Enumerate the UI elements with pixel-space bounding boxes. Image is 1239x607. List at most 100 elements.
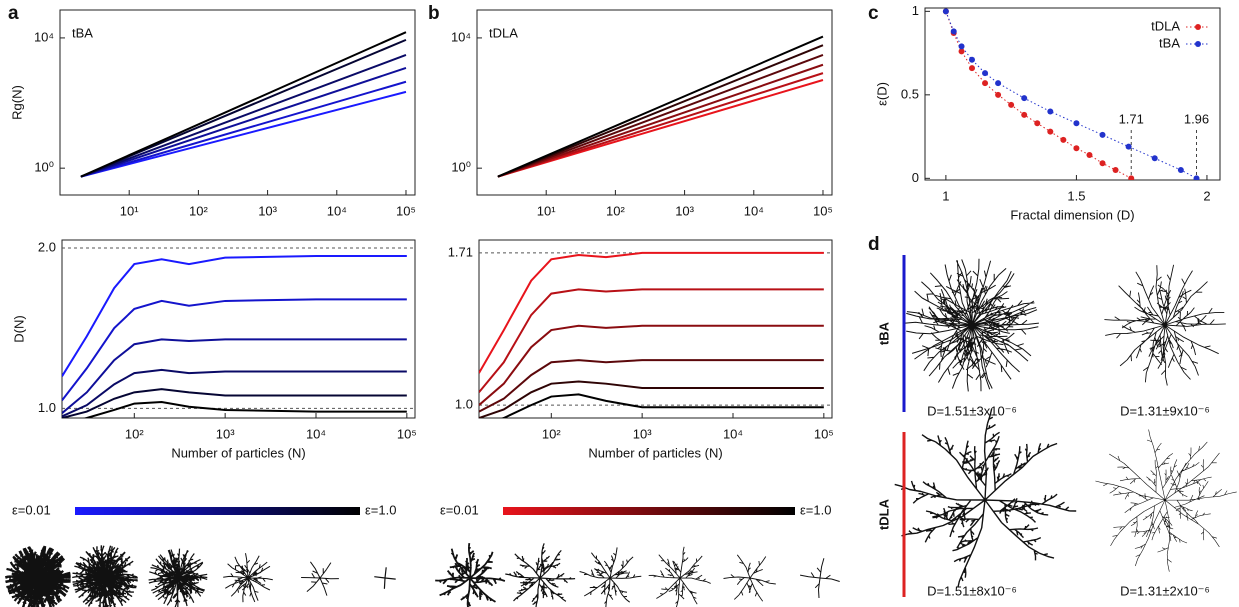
data-point (1112, 166, 1119, 173)
fractal-image (223, 553, 273, 603)
x-tick-label: 10⁴ (723, 426, 743, 441)
data-point (1047, 128, 1054, 135)
series-group (942, 8, 1200, 180)
plot-frame (476, 9, 833, 196)
colorbar-label: ε=1.0 (800, 502, 831, 517)
y-tick-label: 10⁰ (451, 160, 471, 175)
x-tick-label: 10⁴ (744, 203, 764, 218)
series-line (500, 393, 824, 418)
y-tick-label: 10⁰ (34, 160, 54, 175)
fractal-image (723, 554, 776, 602)
colorbar (75, 507, 360, 515)
reference-label: 1.71 (1119, 111, 1144, 126)
data-point (1008, 101, 1015, 108)
data-point (958, 43, 965, 50)
y-tick-label: 0.5 (901, 86, 919, 101)
y-tick-label: 2.0 (38, 239, 56, 254)
x-tick-label: 10² (189, 203, 208, 218)
series-line (80, 90, 407, 178)
fractal-image (1095, 429, 1237, 572)
fractal-image (72, 545, 138, 607)
caption: D=1.51±3x10⁻⁶ (927, 403, 1017, 418)
y-tick-label: 10⁴ (451, 29, 471, 44)
fractal-image (1104, 264, 1226, 386)
caption: D=1.51±8x10⁻⁶ (927, 583, 1017, 598)
row-label: tBA (876, 321, 891, 345)
data-point (1151, 155, 1158, 162)
caption: D=1.31±2x10⁻⁶ (1120, 583, 1210, 598)
x-tick-label: 10² (542, 426, 561, 441)
x-tick-label: 10¹ (537, 203, 556, 218)
data-point (1021, 111, 1028, 118)
series-group (80, 31, 407, 178)
series-line (479, 324, 824, 406)
reference-label: 1.96 (1184, 111, 1209, 126)
data-point (1034, 120, 1041, 127)
series-line (497, 54, 824, 178)
data-point (982, 70, 989, 77)
series-line (479, 380, 824, 418)
x-tick-label: 10⁵ (813, 203, 833, 218)
series-line (479, 288, 824, 393)
data-point (995, 91, 1002, 98)
x-axis-label: Number of particles (N) (588, 445, 722, 460)
series-line (62, 338, 407, 414)
data-point (1047, 108, 1054, 115)
x-tick-label: 10³ (258, 203, 277, 218)
series-line (479, 251, 824, 374)
series-line (497, 79, 824, 178)
data-point (968, 65, 975, 72)
colorbar-label: ε=0.01 (12, 502, 51, 517)
series-line (80, 66, 407, 178)
y-tick-label: 1.0 (455, 397, 473, 412)
y-axis-label: Rg(N) (9, 85, 24, 120)
fractal-image (5, 545, 71, 607)
data-point (1060, 136, 1067, 143)
fractal-image (505, 543, 576, 607)
series-line (80, 38, 407, 178)
plot-frame (61, 239, 416, 419)
series-group (497, 35, 824, 178)
x-tick-label: 10⁴ (327, 203, 347, 218)
colorbar-label: ε=1.0 (365, 502, 396, 517)
data-point (1073, 120, 1080, 127)
x-tick-label: 2 (1203, 188, 1210, 203)
x-tick-label: 1 (942, 188, 949, 203)
y-axis-label: ε(D) (874, 82, 889, 106)
series-line (62, 368, 407, 418)
series-group (62, 255, 407, 418)
y-tick-label: 10⁴ (34, 29, 54, 44)
data-point (950, 28, 957, 35)
plot-frame (59, 9, 416, 196)
series-group (479, 251, 824, 418)
series-line (62, 298, 407, 401)
fractal-image (579, 547, 642, 607)
series-line (62, 255, 407, 377)
x-tick-label: 10⁴ (306, 426, 326, 441)
x-tick-label: 10³ (675, 203, 694, 218)
x-axis-label: Fractal dimension (D) (1010, 207, 1134, 222)
y-tick-label: 1 (912, 3, 919, 18)
plot-frame (478, 239, 833, 419)
fractal-image (435, 543, 506, 607)
x-tick-label: 1.5 (1067, 188, 1085, 203)
series-line (497, 35, 824, 178)
panel-letter: a (8, 3, 19, 24)
data-point (1128, 175, 1135, 180)
x-tick-label: 10² (606, 203, 625, 218)
colorbar (503, 507, 795, 515)
data-point (942, 8, 949, 15)
plot-frame (924, 7, 1221, 181)
series-line (945, 11, 1132, 179)
data-point (1099, 160, 1106, 167)
legend-label: tBA (1159, 35, 1180, 50)
caption: D=1.31±9x10⁻⁶ (1120, 403, 1210, 418)
legend-label: tDLA (1151, 18, 1180, 33)
data-point (982, 80, 989, 87)
fractal-image (800, 558, 840, 599)
series-line (497, 63, 824, 178)
colorbar-label: ε=0.01 (440, 502, 479, 517)
series-line (80, 31, 407, 178)
fractal-image (648, 546, 711, 607)
panel-subtitle: tBA (72, 25, 93, 40)
